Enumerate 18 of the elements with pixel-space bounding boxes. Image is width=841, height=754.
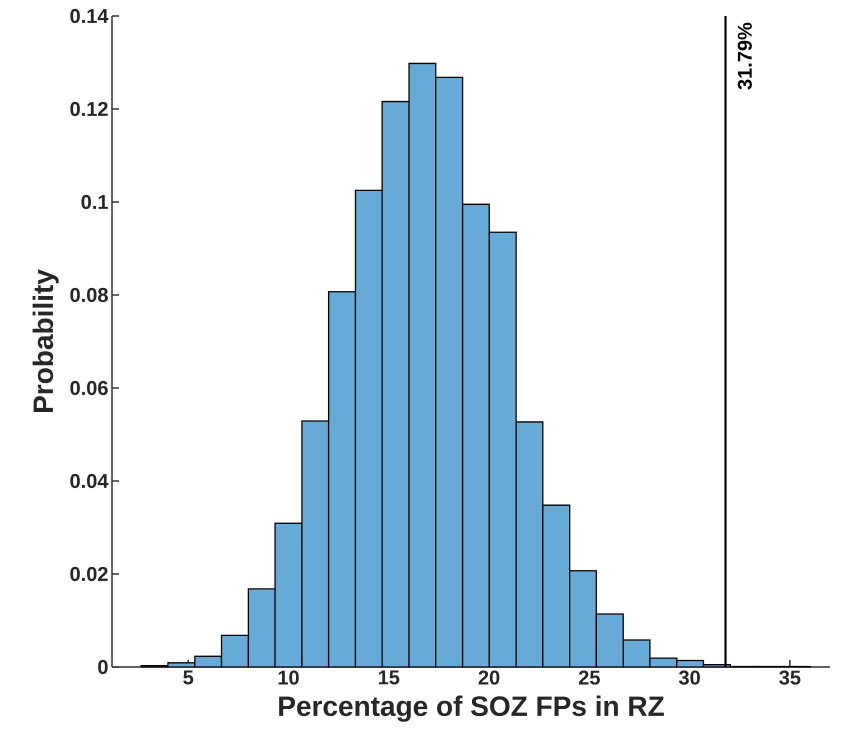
- x-tick-label: 10: [278, 670, 299, 685]
- x-tick-label: 25: [578, 670, 600, 685]
- y-tick-label: 0.08: [70, 288, 108, 302]
- y-tick-label: 0.04: [70, 474, 108, 488]
- x-tick-label: 30: [678, 670, 700, 685]
- y-tick-label: 0.12: [70, 102, 108, 116]
- ref-line-label: 31.79%: [738, 22, 752, 90]
- y-axis-title: Probability: [32, 269, 59, 412]
- x-tick-label: 5: [183, 670, 194, 684]
- x-tick-label: 35: [779, 670, 800, 685]
- x-tick-label: 15: [378, 670, 400, 684]
- y-tick-label: 0.02: [70, 566, 108, 582]
- y-tick-label: 0.06: [70, 380, 108, 396]
- y-tick-label: 0.14: [70, 8, 108, 24]
- x-axis-title: Percentage of SOZ FPs in RZ: [279, 696, 664, 722]
- y-tick-label: 0.1: [81, 194, 108, 210]
- y-tick-label: 0: [98, 660, 108, 674]
- x-tick-label: 20: [478, 670, 500, 685]
